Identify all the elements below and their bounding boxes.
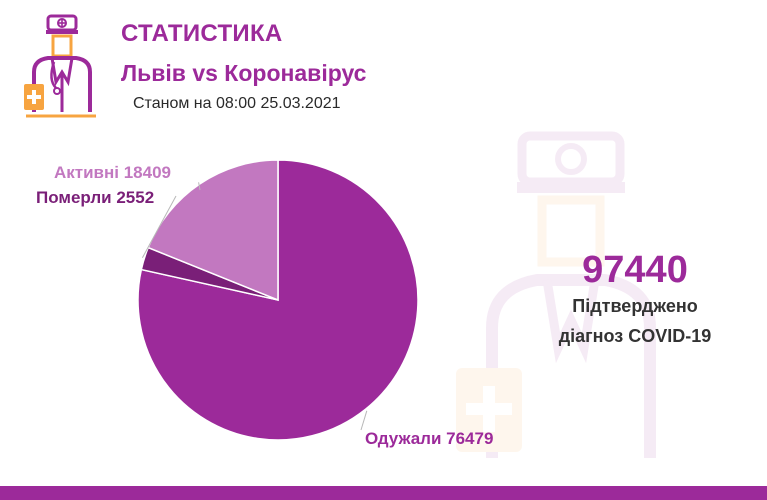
page-subtitle: Львів vs Коронавірус (121, 60, 367, 86)
confirmed-summary: 97440 Підтверджено діагноз COVID-19 (540, 250, 730, 350)
pie-leader-2 (141, 195, 177, 259)
doctor-watermark-icon (456, 131, 656, 458)
report-date: Станом на 08:00 25.03.2021 (133, 95, 341, 112)
pie-leader-3 (198, 182, 201, 191)
pie-slice-3 (147, 159, 279, 302)
doctor-logo-icon (24, 14, 96, 118)
pie-leader-1 (360, 410, 368, 431)
pie-label-3: Активні 18409 (54, 163, 171, 182)
pie-label-2: Померли 2552 (36, 188, 154, 207)
page-title: СТАТИСТИКА (121, 20, 283, 47)
pie-slice-1 (137, 159, 419, 441)
confirmed-label-line2: діагноз COVID-19 (558, 326, 712, 346)
confirmed-total: 97440 (582, 249, 688, 291)
confirmed-label-line1: Підтверджено (572, 296, 698, 316)
pie-label-1: Одужали 76479 (365, 429, 493, 448)
bottom-bar (0, 486, 767, 500)
